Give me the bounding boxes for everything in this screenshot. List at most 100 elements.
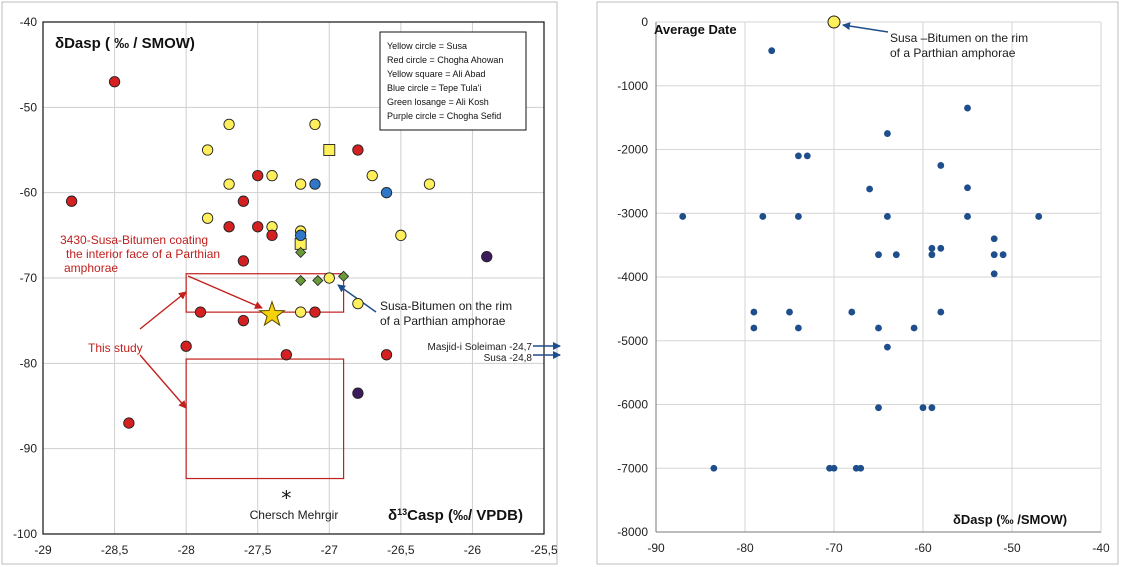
point-susa	[366, 169, 378, 182]
right-y-tick-label: -2000	[617, 143, 648, 157]
point-samples	[884, 130, 891, 137]
point-chogha_sefid	[481, 251, 493, 263]
right-chart: -8000 -7000 -6000 -5000 -4000 -3000 -2000 -1000…	[596, 1, 1119, 565]
point-samples	[795, 152, 802, 160]
right-x-axis-label: δDasp (‰ /SMOW)	[953, 512, 1067, 527]
left-y-tick-label: -60	[20, 186, 38, 200]
right-chart-title: Average Date	[654, 22, 737, 37]
left-legend: Yellow circle = Susa Red circle = Chogha…	[379, 31, 527, 131]
point-samples	[928, 251, 936, 259]
point-chogha_ahowan	[237, 255, 250, 267]
left-chart: -100-90-80-70-60-50-40 -29 -28,5 -28 -27,5-…	[1, 1, 561, 565]
chersch-mehrgir-marker: ⁎	[281, 481, 291, 503]
point-samples	[857, 464, 865, 472]
legend-entry: Yellow square = Ali Abad	[387, 69, 486, 79]
right-x-tick-label: -50	[1003, 541, 1021, 555]
bitumen-coating-label-2: the interior face of a Parthian	[66, 247, 220, 261]
right-y-tick-label: -6000	[617, 398, 648, 412]
point-samples	[910, 324, 918, 332]
left-x-tick-label: -26,5	[387, 543, 415, 557]
this-study-label: This study	[88, 341, 143, 355]
bitumen-coating-arrow	[187, 275, 263, 309]
point-chogha_ahowan	[252, 221, 264, 233]
right-y-tick-label: -4000	[617, 270, 648, 284]
left-plot-area	[42, 21, 545, 535]
susa-rim-label-2: of a Parthian amphorae	[380, 314, 506, 328]
point-samples	[679, 213, 687, 220]
point-samples	[990, 235, 998, 243]
point-samples	[875, 404, 882, 412]
point-samples	[999, 251, 1007, 259]
point-samples	[990, 270, 998, 278]
point-ali_kosh	[295, 274, 307, 287]
point-samples	[795, 324, 802, 332]
right-y-tick-label: -1000	[617, 79, 648, 93]
point-susa_rim	[827, 15, 841, 29]
right-y-tick-labels: -8000 -7000 -6000 -5000 -4000 -3000 -2000 -1000…	[617, 15, 648, 539]
left-x-axis-label: δ13Casp (‰/ VPDB)	[388, 507, 523, 524]
point-samples	[750, 308, 758, 316]
point-tepe_tulai	[380, 187, 393, 199]
point-samples	[990, 251, 998, 259]
legend-entry: Yellow circle = Susa	[387, 41, 467, 51]
point-chogha_ahowan	[237, 195, 250, 207]
point-samples	[937, 308, 945, 316]
point-susa	[395, 229, 407, 241]
point-chogha_ahowan	[237, 315, 250, 327]
point-samples	[750, 324, 758, 332]
point-ali_kosh	[312, 274, 324, 287]
point-chogha_ahowan	[194, 306, 207, 318]
point-chogha_ahowan	[223, 221, 235, 233]
right-x-tick-labels: -90 -80 -70 -60 -50 -40	[647, 541, 1110, 555]
chersch-mehrgir-label: Chersch Mehrgir	[250, 508, 339, 522]
point-chogha_sefid	[352, 387, 364, 399]
left-y-tick-labels: -100 -90 -80 -70 -60 -50 -40	[13, 15, 37, 541]
point-susa	[295, 178, 307, 190]
point-chogha_ahowan	[252, 169, 264, 182]
point-samples	[875, 251, 882, 259]
masjid-label: Masjid-i Soleiman -24,7	[428, 342, 533, 353]
left-y-tick-label: -70	[20, 271, 38, 285]
point-samples	[937, 162, 945, 169]
point-tepe_tulai	[309, 178, 321, 190]
left-y-tick-label: -90	[20, 442, 38, 456]
point-ali_abad	[323, 144, 336, 156]
legend-entry: Green losange = Ali Kosh	[387, 97, 489, 107]
point-chogha_ahowan	[380, 349, 393, 361]
right-chart-frame	[596, 1, 1119, 565]
point-samples	[759, 213, 767, 220]
right-y-tick-label: 0	[641, 15, 648, 29]
legend-entry: Purple circle = Chogha Sefid	[387, 111, 501, 121]
point-susa	[266, 169, 278, 182]
right-y-tick-label: -8000	[617, 525, 648, 539]
point-susa	[295, 306, 307, 318]
point-ali_kosh	[295, 246, 307, 258]
right-x-tick-label: -90	[647, 541, 665, 555]
legend-entry: Blue circle = Tepe Tula'i	[387, 83, 481, 93]
right-y-tick-label: -5000	[617, 334, 648, 348]
left-data-points	[65, 76, 493, 429]
point-samples	[875, 324, 882, 332]
point-susa	[223, 178, 235, 190]
point-samples	[866, 185, 873, 193]
point-chogha_ahowan	[280, 349, 292, 361]
right-y-tick-label: -3000	[617, 206, 648, 220]
point-susa	[323, 272, 335, 284]
left-x-tick-label: -26	[464, 543, 482, 557]
left-x-tick-label: -25,5	[530, 543, 558, 557]
this-study-arrow-lower	[139, 354, 187, 409]
left-x-tick-label: -28	[177, 543, 195, 557]
point-samples	[928, 404, 936, 412]
right-susa-rim-arrow	[842, 22, 889, 33]
point-samples	[795, 213, 802, 220]
point-susa	[423, 178, 436, 190]
point-susa	[352, 297, 364, 310]
point-samples	[710, 464, 718, 472]
left-x-tick-labels: -29 -28,5 -28 -27,5 -27 -26,5 -26 -25,5	[34, 543, 558, 557]
this-study-arrow-upper	[139, 291, 187, 330]
right-x-tick-label: -40	[1092, 541, 1110, 555]
point-tepe_tulai	[295, 229, 307, 241]
legend-entry: Red circle = Chogha Ahowan	[387, 55, 503, 65]
point-samples	[884, 213, 891, 220]
